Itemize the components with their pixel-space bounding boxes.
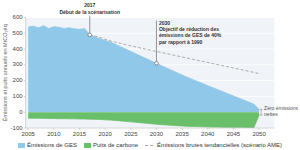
x-tick [28, 128, 29, 130]
data-layer [28, 26, 259, 128]
y-tick-label: -100 [11, 125, 24, 131]
text-line: nettes [264, 111, 278, 117]
x-tick [233, 128, 234, 130]
x-tick-label: 2030 [150, 131, 164, 137]
y-tick [24, 33, 26, 34]
y-tick-label: 0 [19, 109, 23, 115]
y-tick [24, 96, 26, 97]
y-tick-label: 300 [13, 61, 24, 67]
y-tick-label: 600 [13, 14, 24, 20]
x-tick-label: 2045 [227, 131, 241, 137]
chart: Émissions et puits annuels en MtCO₂éq-10… [0, 0, 300, 150]
y-tick-label: 100 [13, 93, 24, 99]
x-tick [53, 128, 54, 130]
x-tick-label: 2025 [124, 131, 138, 137]
legend-label: Émissions de GES [27, 142, 77, 148]
text-line: par rapport à 1990 [159, 39, 203, 45]
legend-swatch [84, 143, 91, 148]
text-line: Zéro émissions [264, 105, 298, 111]
x-tick [207, 128, 208, 130]
trend-line [90, 35, 259, 74]
area-edge [28, 115, 259, 127]
x-tick [130, 128, 131, 130]
legend-label: Émissions brutes tendancielles (scénario… [157, 142, 282, 148]
y-axis-label: Émissions et puits annuels en MtCO₂éq [2, 24, 8, 121]
text-line: émissions de GES de 40% [159, 32, 222, 38]
y-tick-label: 200 [13, 77, 24, 83]
x-tick-label: 2050 [252, 131, 266, 137]
text-line: 2030 [159, 20, 170, 26]
x-tick-label: 2015 [73, 131, 87, 137]
text-line: Objectif de réduction des [159, 26, 219, 32]
x-axis-line [26, 128, 275, 129]
plot-background [26, 18, 275, 129]
annotation-marker [88, 33, 92, 37]
y-tick [24, 17, 26, 18]
text-line: 2017 [84, 2, 95, 8]
x-tick-label: 2010 [47, 131, 61, 137]
y-tick [24, 49, 26, 50]
legend-swatch [145, 145, 155, 146]
annotation-leader [89, 16, 90, 35]
x-tick-label: 2020 [98, 131, 112, 137]
annotation-label: 2030Objectif de réduction desémissions d… [159, 20, 222, 45]
x-tick [182, 128, 183, 130]
area-fill [28, 26, 259, 113]
legend-swatch [18, 143, 25, 148]
area-fill [28, 112, 259, 127]
y-tick [24, 128, 26, 129]
annotation-leader [156, 21, 157, 64]
x-tick [259, 128, 260, 130]
text-line: Début de la scénarisation [59, 9, 120, 15]
area-edge [28, 26, 259, 110]
x-tick-label: 2005 [22, 131, 36, 137]
plot-area [24, 18, 275, 131]
annotation-label: 2017Début de la scénarisation [59, 2, 120, 14]
y-tick [24, 64, 26, 65]
y-tick-label: 400 [13, 46, 24, 52]
annotation-marker [155, 61, 159, 65]
annotation-label: Zéro émissionsnettes [264, 105, 298, 117]
grid-line [26, 17, 275, 18]
y-tick [24, 80, 26, 81]
x-tick-label: 2035 [175, 131, 189, 137]
legend-item: Émissions brutes tendancielles (scénario… [145, 142, 282, 148]
x-tick [156, 128, 157, 130]
x-tick [79, 128, 80, 130]
annotation-bracket [260, 109, 263, 115]
legend-item: Puits de carbone [84, 142, 139, 148]
y-axis-line [25, 18, 26, 129]
x-tick-label: 2040 [201, 131, 215, 137]
y-tick-label: 500 [13, 30, 24, 36]
x-tick [105, 128, 106, 130]
legend-item: Émissions de GES [18, 142, 77, 148]
y-tick [24, 112, 26, 113]
legend-label: Puits de carbone [93, 142, 139, 148]
